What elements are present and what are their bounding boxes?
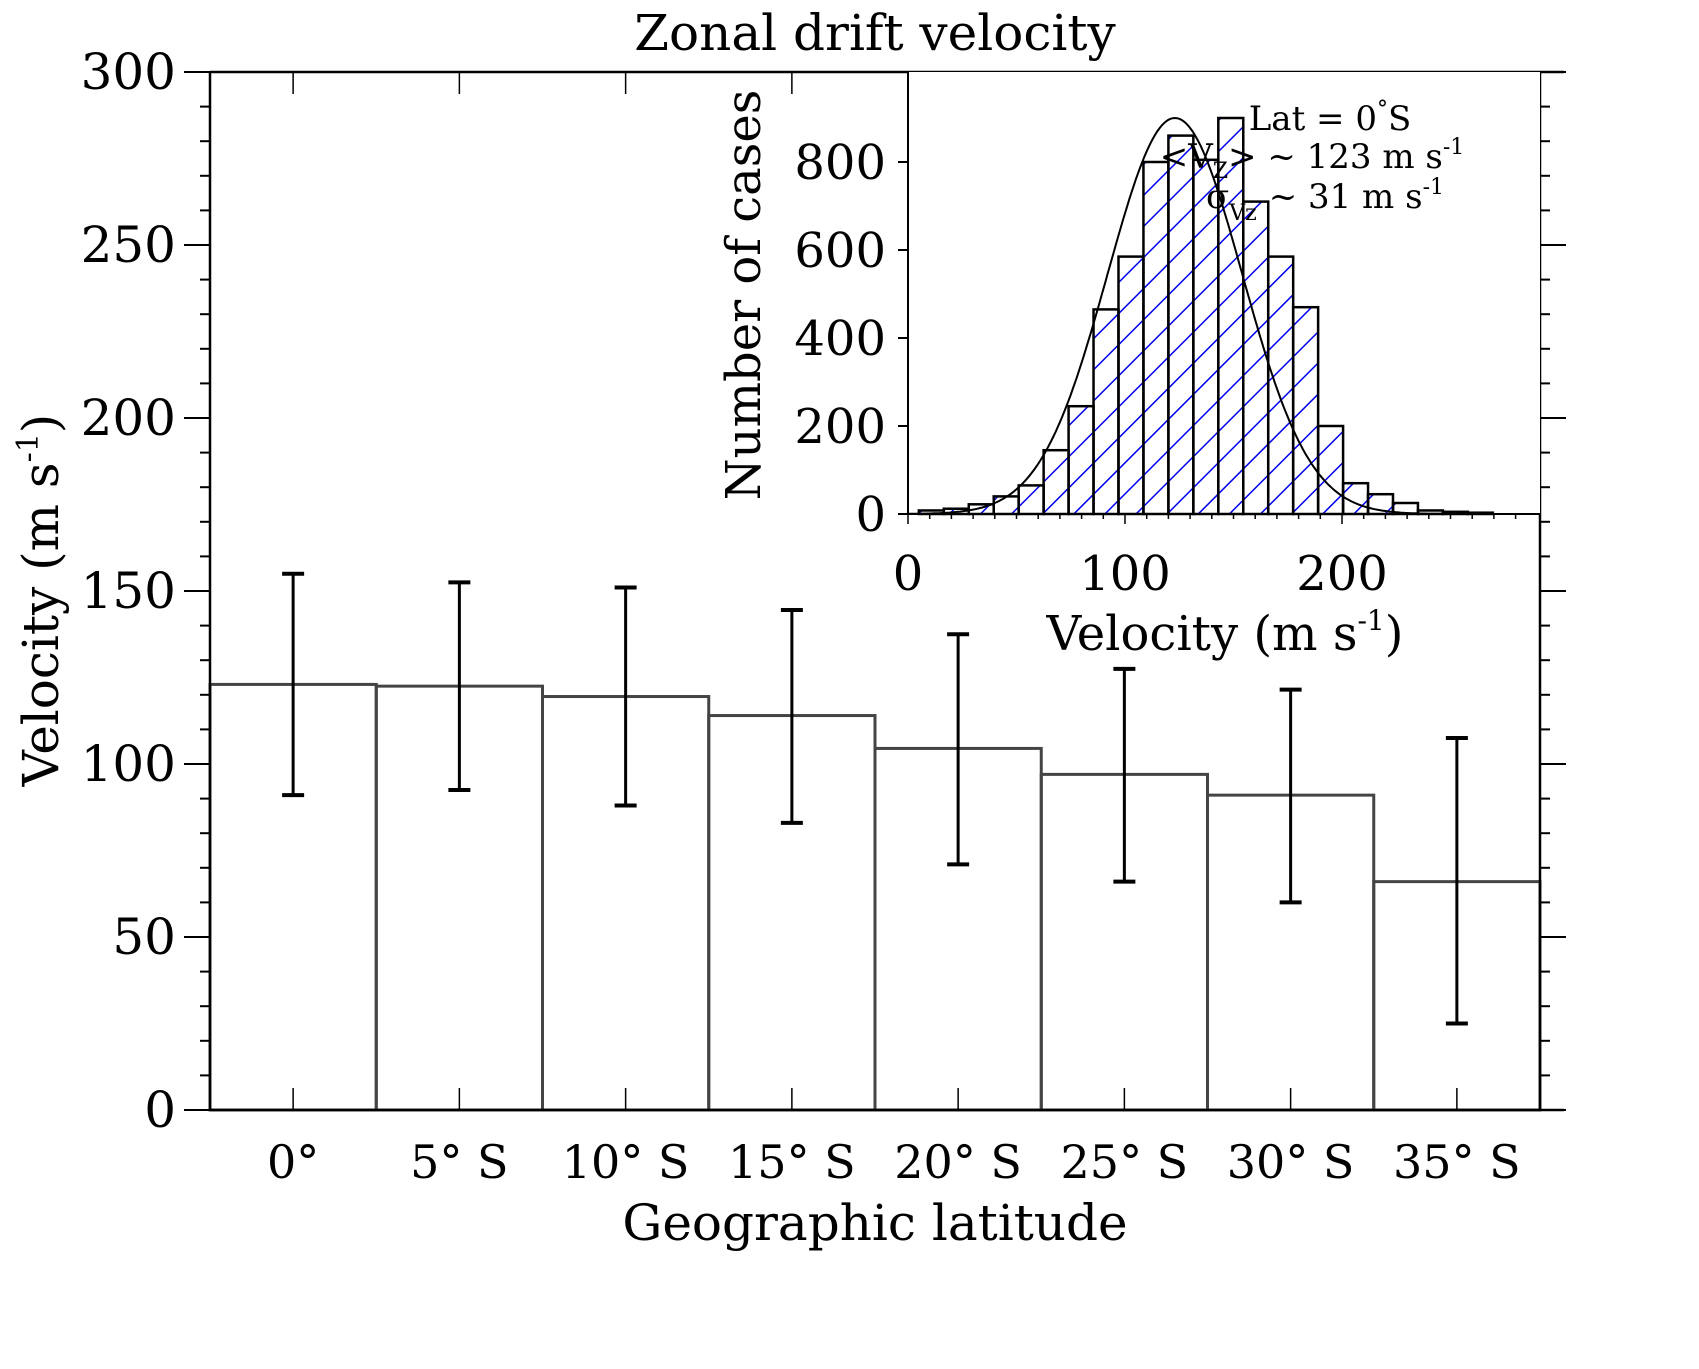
annotation-sigma-symbol: σ [1206, 177, 1229, 217]
y-tick-label-300: 300 [81, 43, 176, 101]
inset-axes [898, 72, 1540, 524]
y-tick-label-100: 100 [81, 735, 176, 793]
histogram-bar-15 [1291, 305, 1320, 516]
inset-x-axis-label: Velocity (m s-1) [1046, 604, 1404, 662]
main-x-axis-label: Geographic latitude [622, 1194, 1127, 1252]
histogram-bar-13 [1242, 200, 1270, 516]
chart-title: Zonal drift velocity [634, 4, 1116, 62]
x-tick-label-2: 10° S [562, 1135, 690, 1189]
annotation-sigma-sub: Vz [1228, 201, 1256, 226]
main-y-tick-labels: 0 50 100 150 200 250 300 [81, 43, 176, 1139]
main-chart: Zonal drift velocity 050100150200250300 … [11, 4, 1566, 1252]
annotation-mean-pre: <V [1160, 137, 1214, 177]
main-y-axis-label-text: Velocity (m s [12, 462, 70, 787]
annotation-sigma-sup: -1 [1423, 175, 1444, 200]
annotation-sigma-post: ~ 31 m s [1269, 177, 1423, 217]
x-tick-label-0: 0° [267, 1135, 319, 1189]
annotation-mean-sub: Z [1213, 159, 1228, 184]
histogram-bar-3 [992, 495, 1020, 516]
x-tick-label-7: 35° S [1393, 1135, 1521, 1189]
histogram-bar-6 [1067, 404, 1095, 516]
main-x-tick-labels: 0° 5° S 10° S 15° S 20° S 25° S 30° S 35° S [267, 1135, 1521, 1189]
annotation-mean: <VZ> ~ 123 m s-1 [1160, 135, 1465, 184]
main-y-axis-label-sup: -1 [11, 433, 46, 462]
annotation-latitude: Lat = 0°S [1249, 97, 1412, 139]
histogram-bar-16 [1316, 424, 1345, 516]
main-error-bars [282, 571, 1468, 1026]
inset-x-axis-label-text: Velocity (m s [1046, 606, 1358, 662]
inset-x-axis-label-end: ) [1385, 606, 1404, 662]
inset-y-tick-label-200: 200 [794, 399, 886, 455]
x-tick-label-6: 30° S [1227, 1135, 1355, 1189]
y-tick-label-200: 200 [81, 389, 176, 447]
inset-y-tick-labels: 0 200 400 600 800 [794, 135, 886, 543]
histogram-bar-10 [1167, 134, 1195, 516]
inset-y-tick-label-400: 400 [794, 311, 886, 367]
histogram-bar-9 [1142, 160, 1170, 516]
inset-x-tick-label-0: 0 [893, 546, 924, 602]
annotation-mean-post: > ~ 123 m s [1228, 137, 1443, 177]
x-tick-label-5: 25° S [1061, 1135, 1189, 1189]
main-y-axis-label: Velocity (m s-1) [11, 414, 70, 788]
y-tick-label-50: 50 [112, 908, 176, 966]
histogram-bar-4 [1017, 484, 1045, 516]
histogram-bar-14 [1266, 255, 1295, 516]
x-tick-label-3: 15° S [728, 1135, 856, 1189]
annotation-lat-degree: ° [1377, 97, 1388, 122]
y-tick-label-0: 0 [144, 1081, 176, 1139]
inset-x-tick-label-200: 200 [1296, 546, 1388, 602]
annotation-lat-text: Lat = 0 [1249, 99, 1377, 139]
inset-x-tick-label-100: 100 [1079, 546, 1171, 602]
annotation-lat-end: S [1388, 99, 1411, 139]
x-tick-label-4: 20° S [894, 1135, 1022, 1189]
annotation-sigma: σVz ~ 31 m s-1 [1206, 175, 1444, 226]
inset-x-axis-label-sup: -1 [1357, 604, 1384, 637]
histogram-bar-8 [1117, 255, 1145, 516]
y-tick-label-250: 250 [81, 216, 176, 274]
histogram-bar-7 [1092, 308, 1120, 516]
inset-y-tick-label-0: 0 [855, 487, 886, 543]
inset-annotation: Lat = 0°S <VZ> ~ 123 m s-1 σVz ~ 31 m s-1 [1160, 97, 1465, 226]
inset-y-tick-label-800: 800 [794, 135, 886, 191]
inset-y-tick-label-600: 600 [794, 223, 886, 279]
inset-y-axis-label: Number of cases [716, 90, 772, 501]
annotation-mean-sup: -1 [1443, 135, 1464, 160]
histogram-bar-5 [1042, 448, 1070, 516]
main-y-axis-label-end: ) [12, 414, 70, 434]
y-tick-label-150: 150 [81, 562, 176, 620]
inset-x-tick-labels: 0 100 200 [893, 546, 1388, 602]
main-bars [208, 682, 1542, 1112]
x-tick-label-1: 5° S [410, 1135, 508, 1189]
